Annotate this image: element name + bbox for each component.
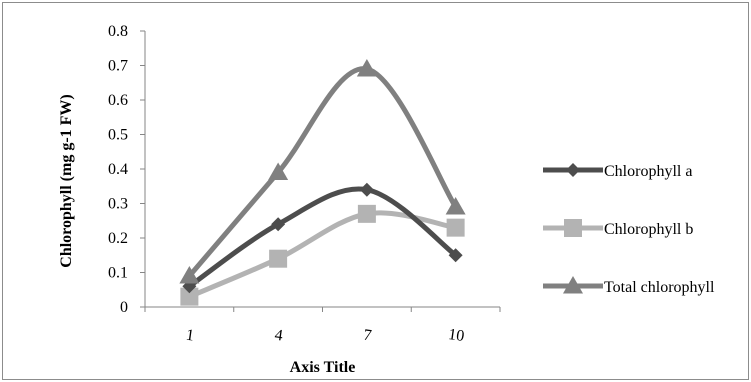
y-tick-label: 0.2 <box>108 230 128 247</box>
legend-swatch-marker <box>566 163 580 177</box>
y-tick-label: 0.1 <box>108 265 128 282</box>
legend: Chlorophyll a Chlorophyll b Total chloroph… <box>543 163 715 296</box>
legend-label: Total chlorophyll <box>604 279 715 296</box>
data-point <box>268 162 289 180</box>
series-line <box>186 66 459 279</box>
data-point <box>446 218 465 237</box>
series-line <box>186 186 459 289</box>
x-axis-title: Axis Title <box>290 359 356 376</box>
y-tick-label: 0.4 <box>108 161 128 178</box>
legend-swatch-marker <box>563 276 583 294</box>
x-tick-label: 10 <box>447 326 465 345</box>
y-tick-label: 0.7 <box>108 58 128 75</box>
data-point <box>359 182 374 197</box>
legend-label: Chlorophyll b <box>604 221 693 238</box>
legend-swatch-marker <box>564 219 582 237</box>
legend-item: Chlorophyll b <box>543 219 693 238</box>
series-layer <box>179 58 466 306</box>
data-point <box>356 58 377 77</box>
data-point <box>180 287 199 306</box>
data-point <box>448 248 463 263</box>
legend-label: Chlorophyll a <box>604 163 692 180</box>
y-axis-title: Chlorophyll (mg g-1 FW) <box>58 94 75 267</box>
data-point <box>357 204 376 223</box>
series-2 <box>179 58 466 284</box>
legend-item: Total chlorophyll <box>543 276 715 296</box>
data-point <box>269 249 288 268</box>
y-tick-label: 0.5 <box>108 127 128 144</box>
series-1 <box>180 204 465 306</box>
y-tick-label: 0 <box>120 299 128 316</box>
y-tick-label: 0.6 <box>108 92 128 109</box>
y-tick-label: 0.3 <box>108 196 128 213</box>
x-tick-label: 4 <box>274 327 284 345</box>
data-point <box>179 265 200 284</box>
data-point <box>445 196 466 215</box>
x-tick-label: 7 <box>362 327 372 345</box>
axes: 0 0.1 0.2 0.3 0.4 0.5 0.6 0.7 0.8 1 4 7 10 Axis Title… <box>58 23 501 376</box>
x-tick-label: 1 <box>185 327 195 345</box>
data-point <box>271 217 286 232</box>
y-tick-label: 0.8 <box>108 23 128 40</box>
legend-item: Chlorophyll a <box>543 163 692 180</box>
